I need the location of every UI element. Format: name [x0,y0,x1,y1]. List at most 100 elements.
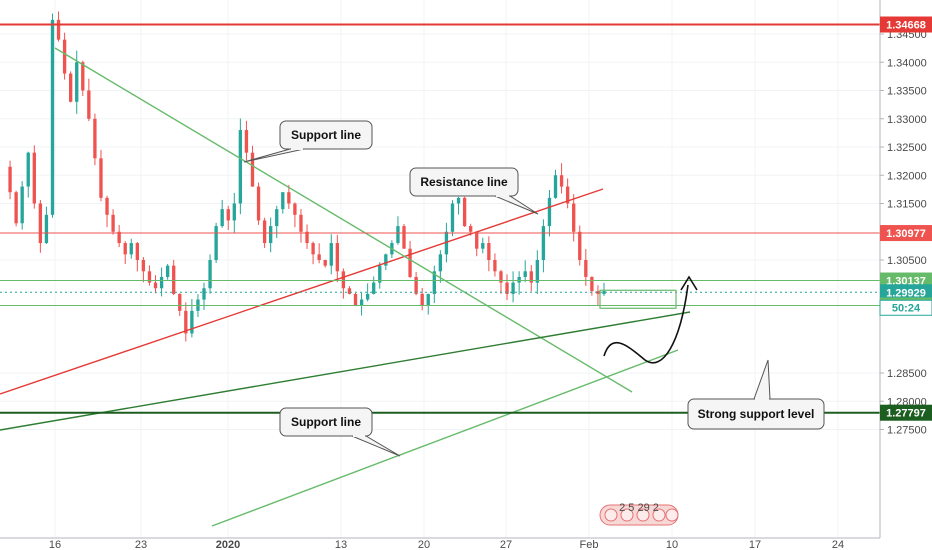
callout-box [279,407,373,437]
countdown-label: 50:24 [892,302,921,314]
candle-body [250,152,255,187]
lower-support-line [211,349,679,527]
callout-label: Support line [291,128,361,142]
candle-body [517,276,521,283]
candle-body [111,214,115,232]
candle-body [232,203,236,221]
session-marker-2 [636,508,650,522]
candle-body [56,19,61,40]
candle-body [44,214,49,244]
candle-body [220,209,224,227]
candle-body [547,197,552,227]
candle-body [208,260,212,289]
candle-body [475,231,479,249]
candle-body [141,260,146,272]
candle-body [269,226,273,244]
candle-body [172,265,176,294]
candle-body [165,265,170,277]
candle-body [359,299,364,306]
y-tick-label-3: 1.33000 [887,114,927,126]
candle-body [38,203,43,244]
callout-pointer [753,359,771,400]
candle-body [565,186,570,204]
candle-body [153,282,158,289]
candle-body [117,231,121,244]
session-marker-0 [604,508,618,522]
y-tick-label-6: 1.31500 [887,199,927,211]
candle-body [559,175,564,187]
y-tick-label-5: 1.32000 [887,170,927,182]
candle-body [378,265,382,283]
candle-body [450,203,455,232]
candle-body [535,260,539,283]
candle-body [511,282,515,294]
candle-body [426,293,430,306]
callout-pointer [494,195,539,215]
y-tick-label-10: 1.27500 [887,425,927,437]
candle-body [159,276,164,289]
candle-body [81,62,85,91]
candle-body [26,152,30,187]
trendlines [0,47,691,527]
x-tick-label-8: 17 [749,539,761,550]
candle-body [420,293,424,306]
candle-body [402,226,406,249]
callout-1: Resistance line [409,167,539,215]
candle-body [341,271,346,289]
ascending-support-line [0,311,691,431]
countdown-bg [879,299,932,316]
candle-body [202,288,206,300]
candle-body [432,271,436,294]
candle-body [275,209,279,227]
candle-body [438,254,443,272]
candle-body [365,293,370,300]
candle-body [372,282,376,294]
candle-body [323,260,327,266]
candle-body [462,197,467,227]
price-tag-bg [880,225,932,242]
price-tag-label: 1.29929 [886,287,926,299]
y-tick-label-8: 1.28500 [887,368,927,380]
x-tick-label-1: 23 [135,539,147,550]
price-tag-1: 1.30977 [880,225,932,242]
price-tag-label: 1.34668 [886,20,926,32]
callouts: Support line Resistance line Support line S… [243,120,825,457]
x-tick-label-0: 16 [49,539,61,550]
candle-body [487,243,491,260]
candle-body [572,203,576,232]
candle-body [553,175,558,198]
candle-body [293,203,297,215]
tags: 1.346681.309771.301371.299291.296951.277… [879,16,932,421]
price-tag-bg [880,16,932,33]
callout-box [409,167,519,197]
callout-label: Strong support level [698,407,815,421]
candle-body [311,243,315,255]
price-tag-bg [880,284,932,301]
candle-body [69,73,73,102]
candle-body [93,118,97,159]
x-tick-label-7: 10 [666,539,678,550]
candle-body [287,192,291,204]
y-tick-label-1: 1.34000 [887,57,927,69]
candle-body [147,271,152,283]
session-marker-text: 2 5 29 2 [619,502,659,514]
candle-body [262,220,267,244]
resistance-trendline [0,188,604,395]
candle-body [238,130,243,204]
candle-body [75,62,79,102]
candle-body [590,276,594,292]
candle-body [20,186,24,224]
price-tag-3: 1.29929 [880,284,932,301]
callout-3: Strong support level [687,359,825,430]
candle-body [178,293,182,311]
x-tick-label-5: 27 [500,539,512,550]
candle-body [129,243,133,255]
candle-body [384,254,388,266]
session-marker-4 [665,508,679,522]
candle-body [226,209,230,221]
y-tick-label-2: 1.33500 [887,86,927,98]
countdown-tag: 50:24 [879,299,932,316]
candle-body [414,276,418,294]
